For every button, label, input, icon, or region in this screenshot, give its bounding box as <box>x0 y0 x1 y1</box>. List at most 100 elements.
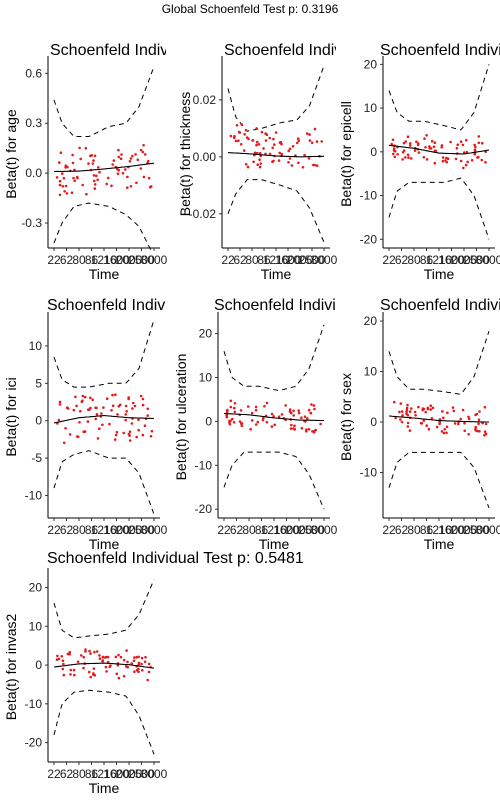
x-tick-label: 1600 <box>103 253 130 267</box>
residual-point <box>80 654 83 657</box>
residual-point <box>137 428 140 432</box>
y-tick-label: 20 <box>364 57 378 71</box>
residual-point <box>291 145 295 148</box>
residual-point <box>296 137 300 140</box>
x-tick-label: 2500 <box>299 253 326 267</box>
y-tick-label: -10 <box>195 458 213 472</box>
residual-point <box>290 423 293 427</box>
residual-point <box>82 655 85 659</box>
residual-point <box>413 410 417 414</box>
residual-point <box>254 405 258 409</box>
x-tick-label: 22 <box>382 523 396 537</box>
panel-title: Schoenfeld Individual Test p <box>224 42 423 59</box>
lower-band <box>388 451 490 509</box>
panel-title: Schoenfeld Individual Test p: 0.5481 <box>47 550 304 567</box>
residual-point <box>297 161 300 165</box>
residual-point <box>256 420 260 424</box>
lower-band <box>53 689 155 755</box>
residual-point <box>270 412 274 416</box>
residual-point <box>305 132 309 135</box>
residual-point <box>244 163 248 166</box>
residual-point <box>396 153 399 156</box>
x-axis-label: Time <box>424 266 455 282</box>
x-tick-label: 2000 <box>451 523 478 537</box>
plot-area <box>53 319 155 515</box>
x-tick-label: 22 <box>217 523 231 537</box>
residual-point <box>102 406 105 409</box>
residual-point <box>459 417 463 421</box>
residual-point <box>254 423 258 426</box>
residual-point <box>246 405 250 408</box>
residual-point <box>426 407 430 411</box>
residual-point <box>74 395 77 399</box>
residual-point <box>122 431 125 435</box>
y-axis-label: Beta(t) for thickness <box>177 92 193 217</box>
x-tick-label: 3000 <box>141 767 168 781</box>
x-tick-label: 2000 <box>287 253 314 267</box>
residual-point <box>89 154 92 158</box>
residual-point <box>319 422 322 426</box>
residual-point <box>92 174 96 177</box>
residual-point <box>128 439 132 442</box>
residual-point <box>62 673 66 677</box>
residual-point <box>427 427 431 431</box>
residual-point <box>116 664 120 667</box>
x-tick-label: 62 <box>60 253 74 267</box>
residual-point <box>393 150 397 153</box>
x-tick-label: 22 <box>47 253 61 267</box>
residual-point <box>105 670 108 673</box>
panel-7: Schoenfeld Individual Test p: 0.5481 -20 -… <box>3 550 304 796</box>
residual-point <box>473 143 476 147</box>
y-tick-label: 10 <box>29 339 43 353</box>
residual-point <box>454 157 458 161</box>
residual-point <box>57 418 61 422</box>
residual-point <box>141 150 145 154</box>
residual-point <box>141 397 145 401</box>
x-tick-label: 86 <box>85 523 99 537</box>
residual-point <box>407 156 410 159</box>
residual-point <box>140 656 144 660</box>
residual-point <box>233 402 237 405</box>
residual-point <box>480 158 484 162</box>
x-axis-label: Time <box>89 266 120 282</box>
residual-point <box>441 159 445 163</box>
residual-point <box>71 153 74 157</box>
y-tick-label: -5 <box>31 451 42 465</box>
residual-point <box>435 425 439 429</box>
beta-smooth-line <box>53 662 155 669</box>
y-tick-label: -20 <box>25 736 43 750</box>
residual-point <box>116 413 119 416</box>
residual-point <box>424 146 427 149</box>
residual-point <box>429 404 433 408</box>
residual-point <box>58 403 62 406</box>
residual-point <box>231 417 234 421</box>
residual-point <box>391 152 395 156</box>
residual-point <box>68 433 72 436</box>
residual-point <box>229 399 233 403</box>
residual-point <box>292 409 295 413</box>
residual-point <box>406 135 410 138</box>
x-axis-label: Time <box>89 780 120 796</box>
residual-point <box>470 158 474 162</box>
residual-point <box>114 393 117 397</box>
residual-point <box>293 424 296 428</box>
residual-point <box>141 669 144 672</box>
residual-point <box>406 425 410 428</box>
residual-point <box>128 430 132 434</box>
y-axis-label: Beta(t) for age <box>3 109 19 199</box>
residual-point <box>148 185 152 189</box>
x-tick-label: 22 <box>47 767 61 781</box>
residual-point <box>310 141 314 145</box>
residual-point <box>307 157 311 160</box>
panel-1: Schoenfeld Individual Test p -0.3 0.0 0.3 0.… <box>3 42 168 282</box>
residual-point <box>111 393 114 397</box>
residual-point <box>400 420 404 424</box>
residual-point <box>64 184 68 188</box>
residual-point <box>477 135 481 138</box>
y-tick-label: 10 <box>199 370 213 384</box>
residual-point <box>92 667 96 670</box>
residual-point <box>139 167 143 170</box>
residual-point <box>459 140 463 143</box>
residual-point <box>483 430 487 434</box>
y-tick-label: 0.00 <box>193 150 217 164</box>
